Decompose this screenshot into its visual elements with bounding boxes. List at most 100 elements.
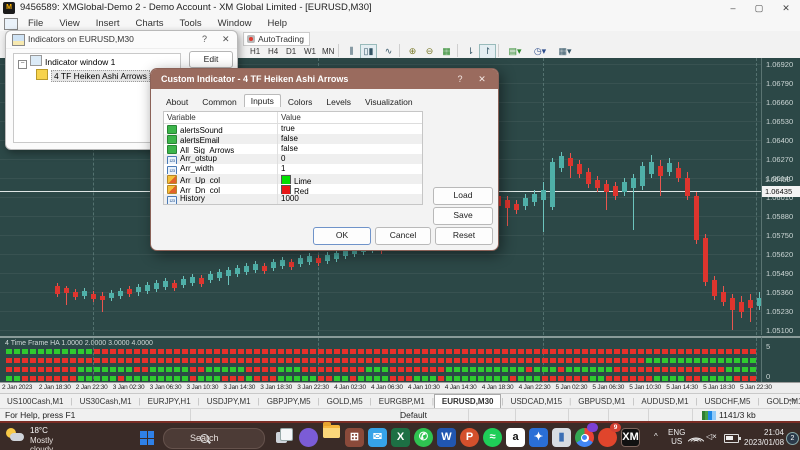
save-button[interactable]: Save [433,207,493,225]
input-value[interactable]: 0 [281,154,286,163]
input-row[interactable]: 123 Arr_width 1 [164,164,422,174]
language-indicator[interactable]: ENG US [668,428,686,446]
time-tick[interactable]: 3 Jan 10:30 [186,384,219,391]
tree-item[interactable]: 4 TF Heiken Ashi Arrows [14,68,180,82]
dialog-tab-inputs[interactable]: Inputs [243,94,281,107]
dialog-tab-colors[interactable]: Colors [287,97,313,107]
symbol-tab-us30cash-m1[interactable]: US30Cash,M1 [79,397,132,406]
tray-expand-chevron[interactable]: ^ [654,432,658,441]
time-tick[interactable]: 4 Jan 14:30 [444,384,477,391]
cancel-button[interactable]: Cancel [375,227,431,245]
minimize-button[interactable]: – [730,3,736,13]
mail-icon[interactable]: ✉ [368,428,387,447]
tile-windows-icon[interactable]: ▦ [442,46,451,56]
time-tick[interactable]: 3 Jan 18:30 [260,384,293,391]
symbol-tab-eurjpy-h1[interactable]: EURJPY,H1 [147,397,191,406]
time-tick[interactable]: 3 Jan 22:30 [297,384,329,391]
symbol-tab-usdjpy-m1[interactable]: USDJPY,M1 [206,397,251,406]
dialog-close-icon[interactable]: ✕ [478,74,486,84]
time-tick[interactable]: 4 Jan 06:30 [371,384,403,391]
time-tick[interactable]: 5 Jan 18:30 [703,384,735,391]
menu-item-window[interactable]: Window [217,18,252,29]
timeframe-button-d1[interactable]: D1 [286,47,297,56]
menu-item-charts[interactable]: Charts [135,18,164,29]
task-view-icon[interactable] [276,428,295,447]
indicator-subwindow[interactable]: 4 Time Frame HA 1.0000 2.0000 3.0000 4.0… [0,336,761,384]
chrome-icon[interactable] [575,423,598,447]
dialog-tab-visualization[interactable]: Visualization [365,97,413,107]
symbol-tab-gbpusd-m1[interactable]: GBPUSD,M1 [578,397,626,406]
edit-button[interactable]: Edit [189,51,233,68]
timeframe-button-mn[interactable]: MN [322,47,335,56]
input-value[interactable]: 1000 [281,194,299,203]
menu-item-tools[interactable]: Tools [179,18,202,29]
word-icon[interactable]: W [437,428,456,447]
excel-icon[interactable]: X [391,428,410,447]
clock-widget[interactable]: 21:04 2023/01/08 [744,428,784,448]
timeframe-button-w1[interactable]: W1 [304,47,316,56]
arrange-desc-icon[interactable]: ↾ [479,44,496,59]
time-tick[interactable]: 4 Jan 22:30 [518,384,551,391]
dialog-tab-levels[interactable]: Levels [326,97,351,107]
wifi-icon[interactable] [687,432,705,450]
notification-count-badge[interactable]: 2 [786,432,799,445]
symbol-tab-us100cash-m1[interactable]: US100Cash,M1 [7,397,64,406]
input-row[interactable]: alertsEmail false [164,134,422,144]
time-tick[interactable]: 4 Jan 18:30 [481,384,514,391]
time-tick[interactable]: 5 Jan 06:30 [592,384,625,391]
input-row[interactable]: All_Sig_Arrows false [164,144,422,154]
new-chart-dropdown-icon[interactable]: ▤▾ [508,46,522,56]
time-tick[interactable]: 5 Jan 10:30 [629,384,662,391]
maximize-button[interactable]: ▢ [754,3,764,13]
bars-chart-icon[interactable]: ⫼ [349,46,354,56]
input-row[interactable]: Arr_Dn_col Red [164,184,422,194]
symbol-tab-eurusd-m30[interactable]: EURUSD,M30 [433,394,502,408]
arrange-asc-icon[interactable]: ⇂ [466,46,475,56]
time-tick[interactable]: 2 Jan 18:30 [38,384,71,391]
time-tick[interactable]: 5 Jan 14:30 [666,384,698,391]
time-tick[interactable]: 5 Jan 22:30 [740,384,772,391]
close-icon[interactable]: ✕ [222,34,230,44]
help-icon[interactable]: ? [202,34,208,44]
time-tick[interactable]: 3 Jan 14:30 [223,384,256,391]
browser-icon[interactable]: 9 [598,423,621,447]
education-app-icon[interactable]: ✦ [529,428,548,447]
symbol-tab-gbpjpy-m5[interactable]: GBPJPY,M5 [266,397,311,406]
store-icon[interactable]: ⊞ [345,428,364,447]
time-tick[interactable]: 4 Jan 02:30 [334,384,366,391]
input-row[interactable]: Arr_Up_col Lime [164,174,422,184]
load-button[interactable]: Load [433,187,493,205]
line-chart-icon[interactable]: ∿ [384,46,393,56]
symbol-tab-eurgbp-m1[interactable]: EURGBP,M1 [378,397,425,406]
zoom-in-icon[interactable]: ⊕ [408,46,417,56]
timeframe-button-h4[interactable]: H4 [268,47,279,56]
discord-icon[interactable] [299,428,318,447]
symbol-tab-usdchf-m5[interactable]: USDCHF,M5 [704,397,751,406]
search-box[interactable]: Search [163,428,265,449]
input-value[interactable]: false [281,134,298,143]
input-value[interactable]: true [281,124,295,133]
tree-item[interactable]: − Indicator window 1 [14,54,180,69]
input-value[interactable]: Red [281,184,309,194]
reset-button[interactable]: Reset [435,227,493,245]
ok-button[interactable]: OK [313,227,371,245]
whatsapp-icon[interactable]: ✆ [414,428,433,447]
template-dropdown-icon[interactable]: ▦▾ [558,46,572,56]
input-row[interactable]: 123 Arr_otstup 0 [164,154,422,164]
close-button[interactable]: ✕ [782,3,790,13]
tree-expand-icon[interactable]: − [18,60,27,69]
amazon-icon[interactable]: a [506,428,525,447]
menu-item-view[interactable]: View [59,18,80,29]
file-explorer-icon[interactable] [322,422,341,447]
input-value[interactable]: false [281,144,298,153]
time-tick[interactable]: 2 Jan 22:30 [75,384,108,391]
input-value[interactable]: 1 [281,164,286,173]
menu-item-file[interactable]: File [28,18,44,29]
dialog-help-icon[interactable]: ? [457,74,463,84]
autotrading-button[interactable]: AutoTrading [243,32,310,46]
tab-scroll-arrows[interactable]: ◂ ▸ [788,397,797,404]
time-axis[interactable]: 2 Jan 2023 2 Jan 18:30 2 Jan 22:30 3 Jan 02… [0,382,800,394]
symbol-tab-gold-m1-visual-[interactable]: GOLD,M1 (visual) [766,397,800,406]
time-tick[interactable]: 3 Jan 06:30 [149,384,182,391]
time-tick[interactable]: 4 Jan 10:30 [407,384,440,391]
